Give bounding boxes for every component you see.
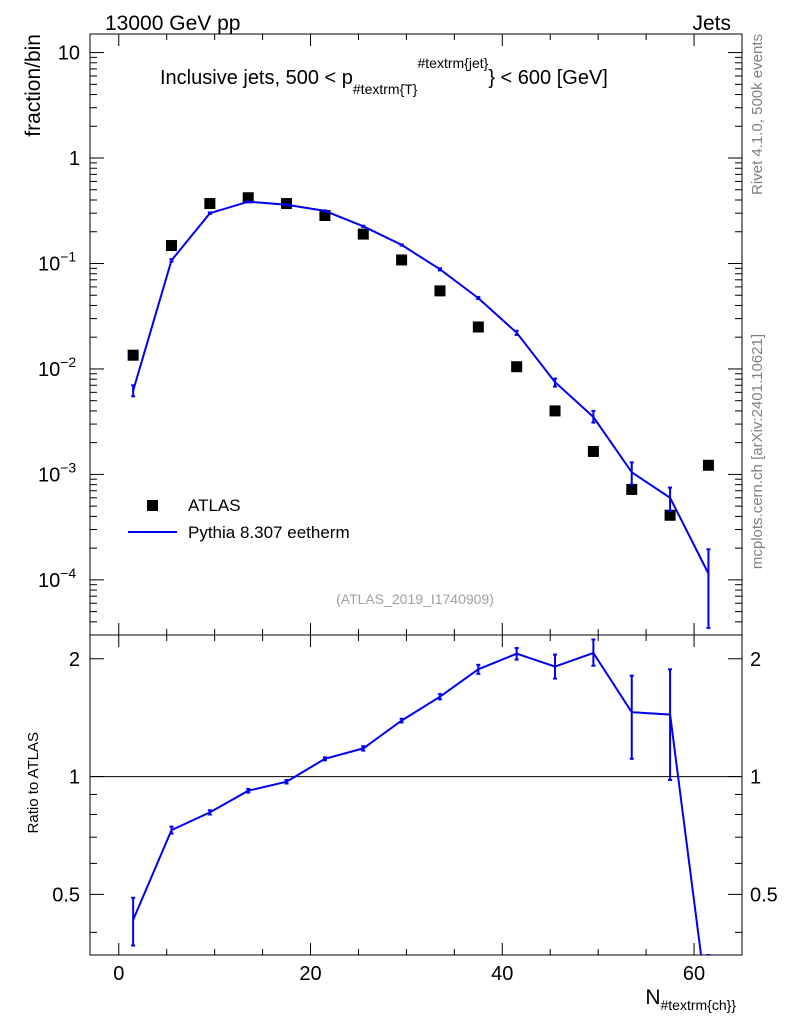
header-energy-label: 13000 GeV pp	[105, 12, 240, 35]
ratio-series	[131, 638, 711, 955]
legend-atlas-marker	[147, 500, 158, 511]
ratio-y-tick-label-right: 0.5	[750, 884, 778, 906]
ratio-y-tick-label-right: 2	[750, 649, 761, 671]
analysis-id-label: (ATLAS_2019_I1740909)	[336, 591, 494, 607]
y-tick-label: 10−3	[38, 459, 76, 486]
atlas-point	[664, 509, 676, 521]
atlas-point	[626, 483, 638, 495]
y-tick-label: 10−4	[38, 565, 76, 592]
ratio-panel-frame	[89, 634, 743, 956]
ratio-line	[132, 651, 703, 955]
y-tick-label: 1	[69, 148, 80, 170]
ratio-y-tick-label: 0.5	[52, 884, 80, 906]
atlas-point	[319, 210, 331, 222]
y-tick-label: 10−2	[38, 354, 76, 381]
header-jets-label: Jets	[692, 12, 731, 35]
y-tick-label: 10−1	[38, 248, 76, 275]
atlas-point	[166, 240, 177, 252]
legend-atlas-label: ATLAS	[188, 496, 241, 515]
atlas-point	[587, 445, 599, 457]
atlas-point	[396, 254, 408, 266]
y-tick-label: 10	[58, 43, 80, 65]
ratio-y-tick-label: 2	[69, 649, 80, 671]
x-tick-label: 20	[299, 963, 321, 985]
atlas-point	[472, 321, 484, 333]
atlas-point	[204, 198, 216, 210]
rivet-label: Rivet 4.1.0, 500k events	[749, 34, 766, 195]
atlas-point	[511, 361, 523, 373]
legend-pythia-label: Pythia 8.307 eetherm	[188, 523, 350, 542]
data-marks	[127, 192, 714, 955]
atlas-point	[549, 405, 561, 417]
x-tick-label: 0	[113, 963, 124, 985]
top-panel-frame	[89, 33, 743, 636]
atlas-point	[242, 192, 254, 204]
axis-ticks	[90, 34, 742, 955]
x-axis-label: N#textrm{ch}}	[645, 986, 736, 1013]
ratio-y-tick-label: 1	[69, 767, 80, 789]
x-tick-label: 60	[683, 963, 705, 985]
pythia-line	[132, 200, 710, 574]
tick-labels: 0 20 40 60 10 1 10−1 10−2 10−3 10−4 0.5 0.5 1 1 2 2	[38, 43, 778, 985]
legend: ATLAS Pythia 8.307 eetherm	[128, 496, 350, 542]
ratio-y-tick-label-right: 1	[750, 767, 761, 789]
atlas-point	[434, 285, 446, 297]
x-tick-label: 40	[491, 963, 513, 985]
atlas-point	[127, 349, 139, 361]
y-axis-label: fraction/bin	[22, 34, 45, 137]
atlas-point	[702, 459, 714, 471]
chart-title: Inclusive jets, 500 < p#textrm{T}#textrm…	[160, 55, 608, 97]
atlas-point	[357, 228, 369, 240]
ratio-axis-label: Ratio to ATLAS	[25, 732, 42, 833]
mcplots-label: mcplots.cern.ch [arXiv:2401.10621]	[749, 334, 766, 569]
